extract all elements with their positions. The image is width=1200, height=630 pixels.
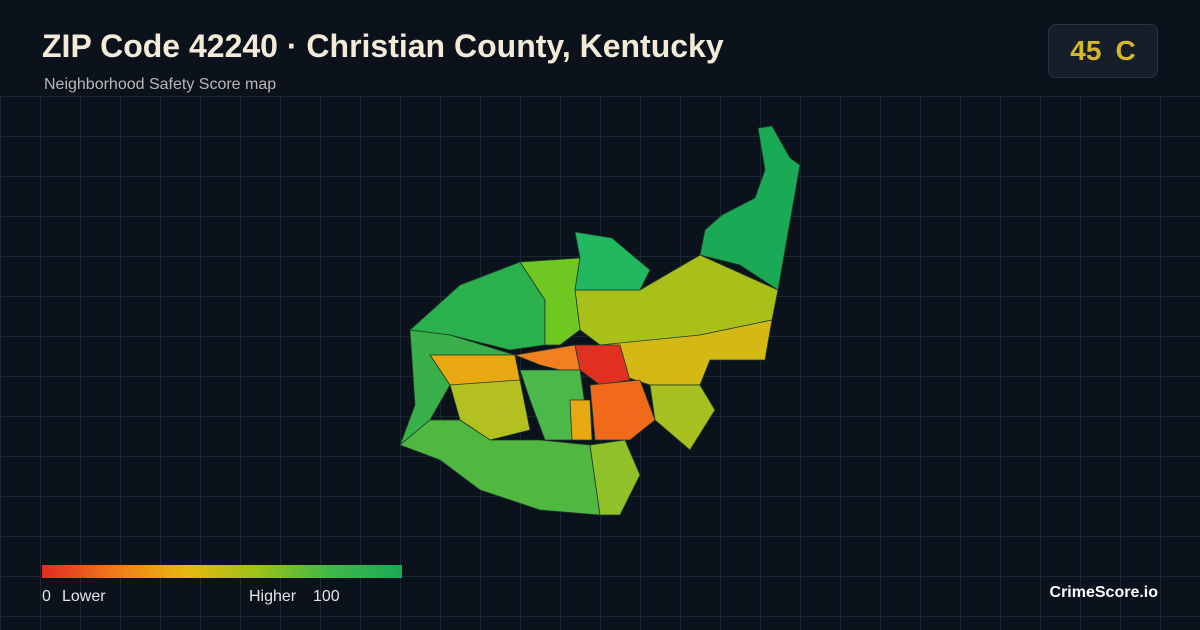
region [574,231,651,291]
region [589,439,641,516]
region [513,344,581,371]
region [599,319,773,386]
legend-min: 0 [42,588,51,605]
region [569,399,593,441]
legend-max: 100 [313,588,340,605]
subtitle: Neighborhood Safety Score map [44,76,277,93]
title: ZIP Code 42240 · Christian County, Kentu… [42,28,724,64]
legend-gradient [42,565,402,578]
region [449,379,531,441]
region [649,384,716,451]
legend-max-label: Higher [249,588,297,605]
brand: CrimeScore.io [1049,584,1158,601]
score-badge: 45 C [1048,24,1158,78]
region [589,379,656,441]
score-grade: C [1115,35,1136,66]
region [699,125,801,291]
region [574,344,631,386]
score-value: 45 [1070,35,1102,66]
legend-min-label: Lower [62,588,106,605]
